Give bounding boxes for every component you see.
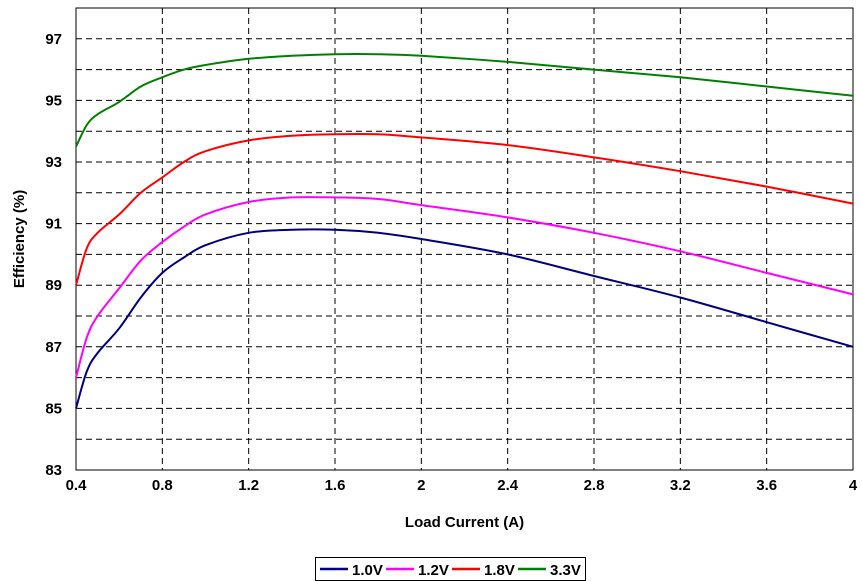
y-tick-label: 95 <box>45 92 62 109</box>
x-tick-label: 0.4 <box>66 477 88 494</box>
x-tick-label: 3.6 <box>756 477 777 494</box>
gridlines <box>76 8 853 470</box>
y-tick-label: 97 <box>45 31 62 48</box>
series-line-1.0V <box>75 228 854 409</box>
y-axis-title: Efficiency (%) <box>11 190 28 288</box>
y-tick-label: 93 <box>45 154 62 171</box>
plot-area-frame <box>75 7 854 471</box>
legend-label-1.2V: 1.2V <box>418 562 449 579</box>
x-tick-label: 2.4 <box>497 477 519 494</box>
y-tick-label: 89 <box>45 277 62 294</box>
x-tick-label: 3.2 <box>670 477 691 494</box>
y-axis-tick-labels: 83 85 87 89 91 93 95 97 <box>45 31 62 479</box>
x-axis-tick-labels: 0.4 0.8 1.2 1.6 2 2.4 2.8 3.2 3.6 4 <box>66 477 858 494</box>
y-tick-label: 87 <box>45 339 62 356</box>
y-tick-label: 83 <box>45 462 62 479</box>
x-tick-label: 1.2 <box>238 477 259 494</box>
x-axis-title: Load Current (A) <box>405 514 524 531</box>
y-tick-label: 91 <box>45 216 62 233</box>
x-tick-label: 2 <box>417 477 425 494</box>
legend-label-3.3V: 3.3V <box>550 562 581 579</box>
series-lines <box>75 52 854 409</box>
legend-label-1.8V: 1.8V <box>484 562 515 579</box>
legend: 1.0V 1.2V 1.8V 3.3V <box>315 557 586 581</box>
series-line-3.3V <box>75 52 854 148</box>
legend-label-1.0V: 1.0V <box>352 562 383 579</box>
x-tick-label: 4 <box>849 477 858 494</box>
y-tick-label: 85 <box>45 400 62 417</box>
x-tick-label: 0.8 <box>152 477 173 494</box>
x-tick-label: 1.6 <box>325 477 346 494</box>
series-line-1.8V <box>75 133 854 286</box>
series-line-1.2V <box>75 196 854 378</box>
x-tick-label: 2.8 <box>584 477 605 494</box>
